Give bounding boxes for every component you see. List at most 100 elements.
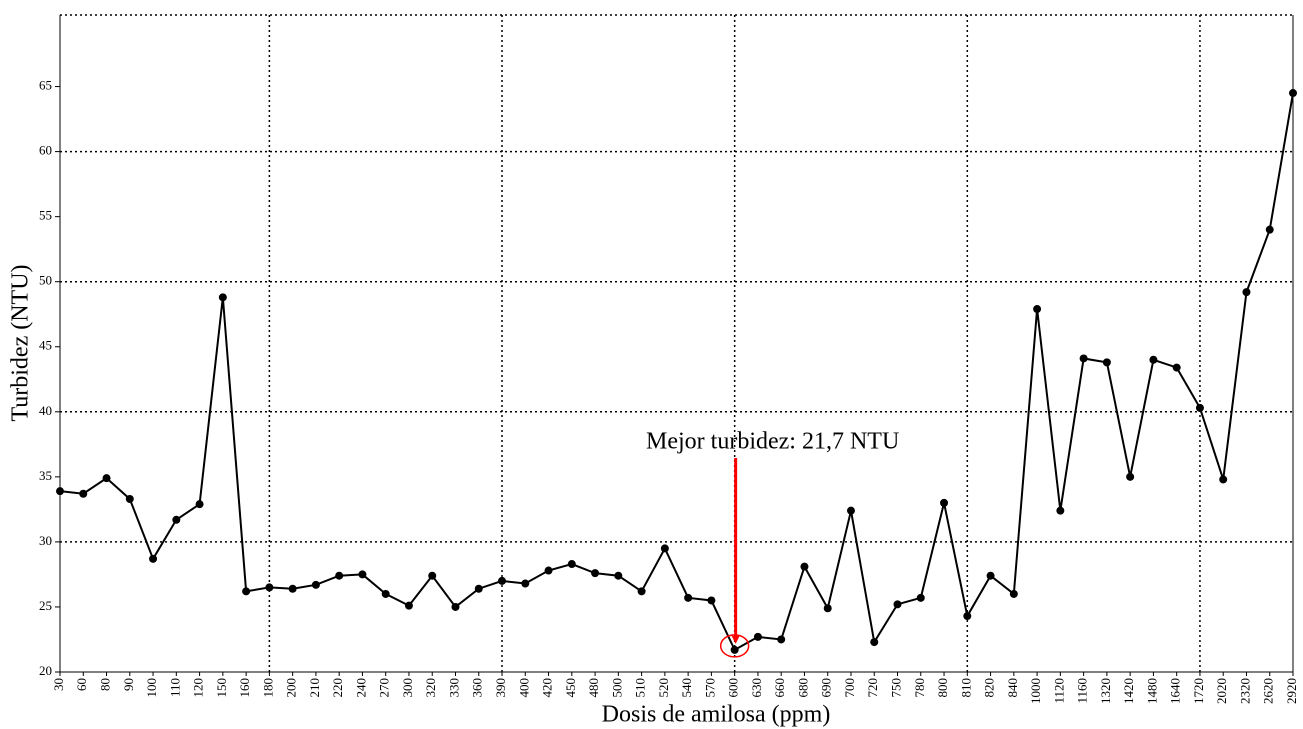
marker bbox=[1056, 506, 1065, 515]
marker bbox=[242, 587, 251, 596]
x-tick-label: 1160 bbox=[1075, 678, 1090, 704]
marker bbox=[1219, 475, 1228, 484]
x-tick-label: 600 bbox=[726, 678, 741, 698]
marker bbox=[940, 498, 949, 507]
x-tick-label: 150 bbox=[214, 678, 229, 698]
x-tick-label: 500 bbox=[609, 678, 624, 698]
y-tick-label: 45 bbox=[39, 338, 52, 353]
marker bbox=[567, 560, 576, 569]
y-tick-label: 30 bbox=[39, 533, 52, 548]
marker bbox=[777, 635, 786, 644]
x-tick-label: 1120 bbox=[1051, 678, 1066, 704]
y-tick-label: 50 bbox=[39, 273, 52, 288]
x-tick-label: 520 bbox=[656, 678, 671, 698]
x-tick-label: 240 bbox=[353, 678, 368, 698]
x-tick-label: 30 bbox=[51, 678, 66, 691]
x-tick-label: 570 bbox=[702, 678, 717, 698]
marker bbox=[637, 587, 646, 596]
marker bbox=[335, 571, 344, 580]
x-tick-label: 680 bbox=[795, 678, 810, 698]
marker bbox=[218, 293, 227, 302]
marker bbox=[79, 489, 88, 498]
marker bbox=[102, 474, 111, 483]
marker bbox=[451, 602, 460, 611]
marker bbox=[288, 584, 297, 593]
y-axis-label: Turbidez (NTU) bbox=[8, 264, 34, 421]
marker bbox=[614, 571, 623, 580]
marker bbox=[1126, 472, 1135, 481]
marker bbox=[311, 580, 320, 589]
x-tick-label: 1480 bbox=[1144, 678, 1159, 704]
x-tick-label: 1000 bbox=[1028, 678, 1043, 704]
annotation-text: Mejor turbidez: 21,7 NTU bbox=[646, 429, 899, 455]
x-tick-label: 780 bbox=[912, 678, 927, 698]
marker bbox=[265, 583, 274, 592]
x-tick-label: 1420 bbox=[1121, 678, 1136, 704]
x-tick-label: 200 bbox=[284, 678, 299, 698]
x-tick-label: 660 bbox=[772, 678, 787, 698]
marker bbox=[1265, 225, 1274, 234]
y-tick-label: 25 bbox=[39, 598, 52, 613]
y-tick-label: 20 bbox=[39, 663, 52, 678]
y-tick-label: 60 bbox=[39, 143, 52, 158]
marker bbox=[1289, 89, 1297, 98]
x-tick-label: 110 bbox=[167, 678, 182, 697]
x-tick-label: 720 bbox=[865, 678, 880, 698]
x-tick-label: 160 bbox=[237, 678, 252, 698]
x-tick-label: 420 bbox=[540, 678, 555, 698]
x-tick-label: 2020 bbox=[1214, 678, 1229, 704]
marker bbox=[195, 500, 204, 509]
x-tick-label: 400 bbox=[516, 678, 531, 698]
marker bbox=[753, 632, 762, 641]
x-tick-label: 220 bbox=[330, 678, 345, 698]
x-tick-label: 480 bbox=[586, 678, 601, 698]
marker bbox=[870, 638, 879, 647]
marker bbox=[56, 487, 64, 496]
y-tick-label: 35 bbox=[39, 468, 52, 483]
marker bbox=[474, 584, 483, 593]
x-axis-label: Dosis de amilosa (ppm) bbox=[602, 702, 831, 728]
x-tick-label: 90 bbox=[121, 678, 136, 691]
x-tick-label: 810 bbox=[958, 678, 973, 698]
x-tick-label: 320 bbox=[423, 678, 438, 698]
marker bbox=[893, 600, 902, 609]
x-tick-label: 80 bbox=[98, 678, 113, 691]
x-tick-label: 820 bbox=[982, 678, 997, 698]
marker bbox=[800, 562, 809, 571]
marker bbox=[381, 589, 390, 598]
x-tick-label: 120 bbox=[191, 678, 206, 698]
marker bbox=[823, 604, 832, 613]
x-tick-label: 1720 bbox=[1191, 678, 1206, 704]
marker bbox=[916, 593, 925, 602]
x-tick-label: 360 bbox=[470, 678, 485, 698]
y-tick-label: 40 bbox=[39, 403, 52, 418]
annotation-circle bbox=[719, 634, 750, 658]
marker bbox=[707, 596, 716, 605]
marker bbox=[544, 566, 553, 575]
x-tick-label: 750 bbox=[888, 678, 903, 698]
marker bbox=[172, 515, 181, 524]
x-tick-label: 630 bbox=[749, 678, 764, 698]
marker bbox=[1102, 358, 1111, 367]
x-tick-label: 300 bbox=[400, 678, 415, 698]
x-tick-label: 330 bbox=[446, 678, 461, 698]
marker bbox=[1172, 363, 1181, 372]
marker bbox=[428, 571, 437, 580]
x-tick-label: 700 bbox=[842, 678, 857, 698]
marker bbox=[591, 569, 600, 578]
marker bbox=[1079, 354, 1088, 363]
marker bbox=[1149, 355, 1158, 364]
x-tick-label: 840 bbox=[1005, 678, 1020, 698]
marker bbox=[846, 506, 855, 515]
marker bbox=[730, 645, 739, 654]
marker bbox=[1195, 403, 1204, 412]
x-tick-label: 2920 bbox=[1284, 678, 1299, 704]
marker bbox=[986, 571, 995, 580]
marker bbox=[149, 554, 158, 563]
marker bbox=[1009, 589, 1018, 598]
x-tick-label: 1640 bbox=[1168, 678, 1183, 704]
x-tick-label: 690 bbox=[819, 678, 834, 698]
x-tick-label: 540 bbox=[679, 678, 694, 698]
x-tick-label: 180 bbox=[260, 678, 275, 698]
